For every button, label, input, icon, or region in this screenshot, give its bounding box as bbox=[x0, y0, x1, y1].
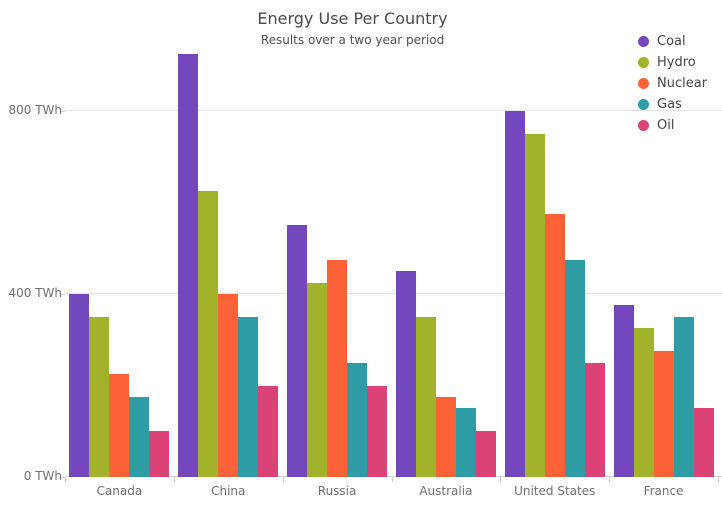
bar-coal-canada[interactable] bbox=[69, 294, 90, 477]
chart-title: Energy Use Per Country bbox=[257, 9, 448, 28]
legend-label-gas: Gas bbox=[657, 97, 682, 112]
x-axis-tick-4 bbox=[500, 477, 502, 482]
bar-groups bbox=[65, 40, 718, 477]
legend-label-hydro: Hydro bbox=[657, 55, 696, 70]
bar-coal-russia[interactable] bbox=[287, 225, 308, 477]
x-axis-tick-0 bbox=[65, 477, 66, 482]
legend-marker-nuclear-icon bbox=[638, 78, 649, 89]
bar-hydro-canada[interactable] bbox=[89, 316, 110, 477]
x-axis-tick-2 bbox=[282, 477, 284, 482]
x-axis-tick-3 bbox=[391, 477, 393, 482]
bar-gas-china[interactable] bbox=[238, 316, 259, 477]
x-axis-labels: Canada China Russia Australia United States F… bbox=[65, 484, 718, 498]
plot-area bbox=[65, 40, 722, 482]
chart-subtitle: Results over a two year period bbox=[260, 33, 445, 47]
bar-oil-canada[interactable] bbox=[149, 431, 170, 477]
bar-coal-united-states[interactable] bbox=[504, 110, 525, 477]
legend-item-gas[interactable]: Gas bbox=[638, 94, 707, 115]
bar-nuclear-australia[interactable] bbox=[435, 396, 456, 477]
bar-oil-china[interactable] bbox=[258, 385, 279, 477]
bar-hydro-united-states[interactable] bbox=[524, 133, 545, 477]
bar-gas-france[interactable] bbox=[673, 316, 694, 477]
bar-nuclear-france[interactable] bbox=[653, 351, 674, 477]
x-axis-tick-5 bbox=[609, 477, 611, 482]
bar-hydro-australia[interactable] bbox=[415, 316, 436, 477]
legend-label-coal: Coal bbox=[657, 34, 686, 49]
bar-group-france bbox=[609, 40, 718, 477]
legend-item-coal[interactable]: Coal bbox=[638, 31, 707, 52]
y-axis-tick-800 bbox=[61, 110, 65, 112]
bar-oil-united-states[interactable] bbox=[584, 362, 605, 477]
legend-marker-gas-icon bbox=[638, 99, 649, 110]
y-axis-tick-0 bbox=[61, 477, 65, 478]
bar-nuclear-canada[interactable] bbox=[109, 374, 130, 477]
legend-label-oil: Oil bbox=[657, 118, 675, 133]
bar-gas-russia[interactable] bbox=[347, 362, 368, 477]
legend-item-nuclear[interactable]: Nuclear bbox=[638, 73, 707, 94]
bar-nuclear-china[interactable] bbox=[218, 294, 239, 477]
y-axis-label-0: 0 TWh bbox=[23, 469, 62, 483]
legend-label-nuclear: Nuclear bbox=[657, 76, 708, 91]
x-axis-label-united-states: United States bbox=[514, 484, 596, 498]
x-axis-tick-1 bbox=[173, 477, 175, 482]
bar-coal-australia[interactable] bbox=[395, 271, 416, 477]
legend-item-hydro[interactable]: Hydro bbox=[638, 52, 707, 73]
bar-coal-china[interactable] bbox=[178, 53, 199, 477]
legend-item-oil[interactable]: Oil bbox=[638, 115, 707, 136]
bar-hydro-france[interactable] bbox=[633, 328, 654, 477]
bar-hydro-russia[interactable] bbox=[307, 282, 328, 477]
bar-nuclear-russia[interactable] bbox=[327, 259, 348, 477]
y-axis-label-400: 400 TWh bbox=[8, 285, 62, 300]
x-axis-label-canada: Canada bbox=[96, 484, 143, 498]
bar-oil-russia[interactable] bbox=[367, 385, 388, 477]
x-axis-label-france: France bbox=[643, 484, 684, 498]
gridline-0 bbox=[65, 476, 722, 477]
bar-group-china bbox=[174, 40, 283, 477]
legend-marker-oil-icon bbox=[638, 120, 649, 131]
y-axis-tick-400 bbox=[61, 293, 65, 295]
bar-group-russia bbox=[283, 40, 392, 477]
gridline-400 bbox=[65, 292, 722, 294]
bar-coal-france[interactable] bbox=[613, 305, 634, 477]
gridline-800 bbox=[65, 109, 722, 111]
x-axis-label-australia: Australia bbox=[419, 484, 473, 498]
bar-oil-france[interactable] bbox=[693, 408, 714, 477]
bar-gas-australia[interactable] bbox=[455, 408, 476, 477]
bar-gas-united-states[interactable] bbox=[564, 259, 585, 477]
x-axis-tick-6 bbox=[718, 477, 719, 482]
legend-marker-hydro-icon bbox=[638, 57, 649, 68]
bar-group-australia bbox=[391, 40, 500, 477]
y-axis-label-800: 800 TWh bbox=[8, 102, 62, 117]
legend-marker-coal-icon bbox=[638, 36, 649, 47]
bar-group-canada bbox=[65, 40, 174, 477]
bar-hydro-china[interactable] bbox=[198, 191, 219, 477]
bar-oil-australia[interactable] bbox=[475, 431, 496, 477]
x-axis-label-china: China bbox=[211, 484, 246, 498]
bar-nuclear-united-states[interactable] bbox=[544, 213, 565, 477]
bar-group-united-states bbox=[500, 40, 609, 477]
bar-gas-canada[interactable] bbox=[129, 396, 150, 477]
x-axis-label-russia: Russia bbox=[317, 484, 357, 498]
legend: Coal Hydro Nuclear Gas Oil bbox=[638, 31, 707, 136]
